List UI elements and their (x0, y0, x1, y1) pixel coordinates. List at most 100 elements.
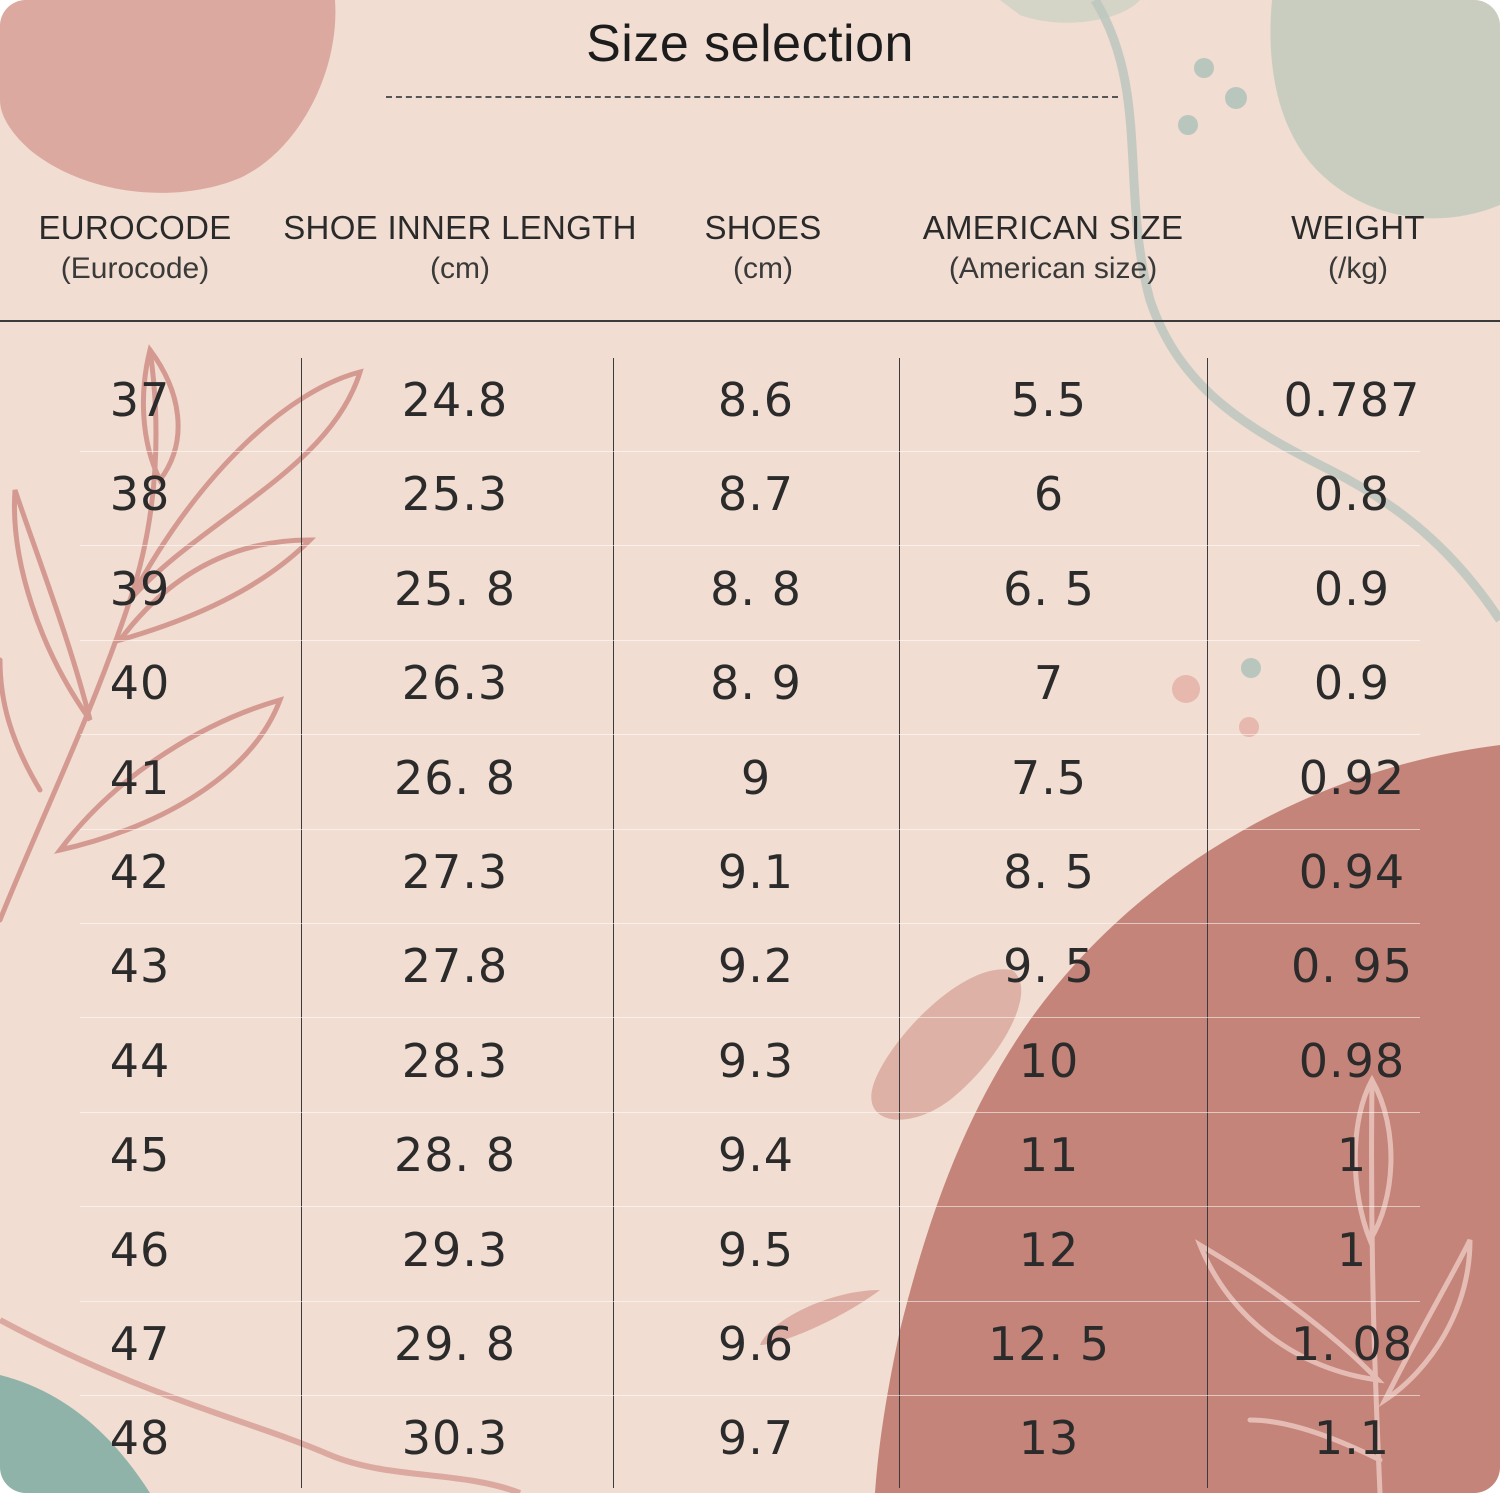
cell-american-size: 11 (1018, 1128, 1080, 1183)
cell-inner-length: 26.3 (401, 656, 509, 711)
row-divider (80, 451, 1420, 452)
row-divider (80, 828, 1420, 830)
cell-shoes: 9.7 (717, 1411, 795, 1466)
header-inner-length: SHOE INNER LENGTH (cm) (262, 207, 658, 289)
row-divider (80, 545, 1420, 547)
cell-weight: 0.8 (1313, 467, 1391, 522)
cell-weight: 0.92 (1298, 750, 1406, 805)
cell-shoes: 9.4 (717, 1128, 795, 1183)
sage-dot (1194, 58, 1214, 78)
row-divider (80, 639, 1420, 641)
header-american-size: AMERICAN SIZE (American size) (900, 207, 1206, 289)
sage-dot (1225, 87, 1247, 109)
row-divider (80, 1017, 1420, 1019)
cell-eurocode: 47 (109, 1317, 171, 1371)
row-divider (80, 734, 1420, 736)
cell-inner-length: 27.3 (401, 845, 509, 899)
cell-inner-length: 28.3 (401, 1033, 509, 1088)
cell-shoes: 8.6 (717, 373, 795, 427)
cell-shoes: 8. 9 (710, 656, 802, 711)
cell-eurocode: 46 (109, 1222, 171, 1277)
header-eurocode: EUROCODE (Eurocode) (30, 207, 240, 289)
cell-inner-length: 30.3 (401, 1411, 509, 1466)
row-divider (80, 1395, 1420, 1396)
cell-shoes: 9.2 (717, 939, 795, 994)
header-eurocode-label: EUROCODE (38, 209, 232, 246)
sage-dot (1241, 658, 1261, 678)
cell-inner-length: 29.3 (401, 1222, 509, 1277)
cell-shoes: 9.1 (717, 845, 795, 899)
cell-american-size: 9. 5 (1003, 939, 1095, 994)
sage-dot (1178, 115, 1198, 135)
cell-american-size: 12 (1018, 1222, 1080, 1277)
cell-inner-length: 24.8 (401, 373, 509, 427)
header-shoes: SHOES (cm) (660, 207, 866, 289)
row-divider (80, 923, 1420, 924)
cell-american-size: 6 (1033, 467, 1065, 522)
pink-dash-leaf (760, 1290, 880, 1345)
sage-curve-line (1091, 0, 1500, 623)
header-weight: WEIGHT (/kg) (1250, 207, 1466, 289)
cell-american-size: 10 (1018, 1033, 1080, 1088)
cell-shoes: 8. 8 (710, 561, 802, 616)
cell-weight: 0.94 (1298, 845, 1406, 899)
cell-inner-length: 26. 8 (393, 750, 517, 805)
cell-shoes: 9 (740, 750, 772, 805)
cell-shoes: 8.7 (717, 467, 795, 522)
cell-weight: 0.98 (1298, 1033, 1406, 1088)
cell-eurocode: 44 (109, 1033, 171, 1088)
cell-weight: 1 (1336, 1128, 1368, 1183)
cell-shoes: 9.5 (717, 1222, 795, 1277)
header-weight-label: WEIGHT (1291, 209, 1425, 246)
cell-eurocode: 40 (109, 656, 171, 711)
cell-weight: 0.9 (1313, 561, 1391, 616)
cell-american-size: 8. 5 (1003, 845, 1095, 899)
teal-blob-bottom-left (0, 1375, 150, 1493)
row-divider (80, 1300, 1420, 1302)
pink-dot (1239, 717, 1259, 737)
cell-american-size: 13 (1018, 1411, 1080, 1466)
title-divider (386, 96, 1118, 98)
header-american-size-label: AMERICAN SIZE (922, 209, 1184, 246)
cell-inner-length: 29. 8 (393, 1317, 517, 1371)
header-weight-sub: (/kg) (1328, 252, 1388, 285)
cell-weight: 0. 95 (1290, 939, 1414, 994)
cell-inner-length: 25. 8 (393, 561, 517, 616)
header-eurocode-sub: (Eurocode) (60, 252, 210, 285)
cell-eurocode: 45 (109, 1128, 171, 1183)
cell-weight: 0.9 (1313, 656, 1391, 711)
cell-shoes: 9.3 (717, 1033, 795, 1088)
pink-dot (1172, 675, 1200, 703)
header-inner-length-label: SHOE INNER LENGTH (283, 209, 637, 246)
cell-eurocode: 37 (109, 373, 171, 427)
header-shoes-sub: (cm) (733, 252, 793, 285)
leaf-branch-right (1194, 1074, 1473, 1493)
cell-eurocode: 41 (109, 750, 171, 805)
cell-american-size: 6. 5 (1003, 561, 1095, 616)
cell-eurocode: 39 (109, 561, 171, 616)
leaf-branch-left (0, 344, 364, 923)
terracotta-blob-bottom-right (875, 745, 1500, 1493)
cell-weight: 1.1 (1313, 1411, 1391, 1466)
cell-inner-length: 25.3 (401, 467, 509, 522)
pink-oval-leaf (871, 969, 1022, 1120)
cell-eurocode: 38 (109, 467, 171, 522)
header-shoes-label: SHOES (704, 209, 822, 246)
cell-shoes: 9.6 (717, 1317, 795, 1371)
page-title: Size selection (586, 15, 914, 73)
cell-american-size: 7 (1033, 656, 1065, 711)
cell-american-size: 7.5 (1010, 750, 1088, 805)
header-inner-length-sub: (cm) (430, 252, 490, 285)
cell-eurocode: 48 (109, 1411, 171, 1466)
cell-weight: 1 (1336, 1222, 1368, 1277)
cell-eurocode: 42 (109, 845, 171, 899)
cell-weight: 1. 08 (1290, 1317, 1414, 1371)
cell-inner-length: 28. 8 (393, 1128, 517, 1183)
cell-eurocode: 43 (109, 939, 171, 994)
pink-curve-bottom (0, 1317, 522, 1493)
cell-american-size: 5.5 (1010, 373, 1088, 427)
cell-weight: 0.787 (1283, 373, 1421, 427)
cell-american-size: 12. 5 (987, 1317, 1111, 1371)
